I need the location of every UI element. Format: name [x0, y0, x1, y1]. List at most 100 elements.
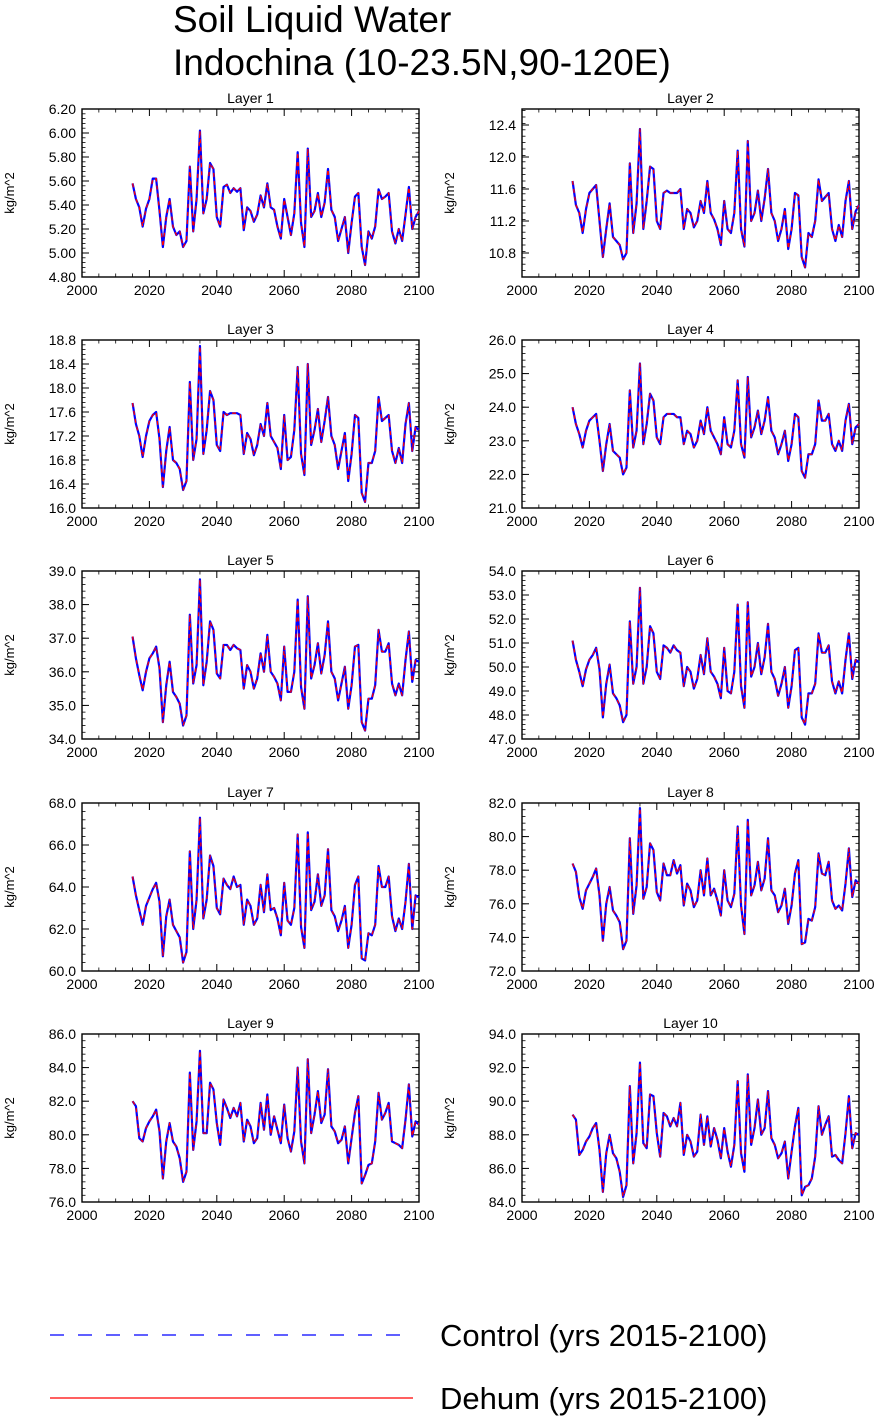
- y-tick-label: 21.0: [489, 500, 516, 516]
- y-tick-label: 5.40: [49, 197, 76, 213]
- y-tick-label: 54.0: [489, 563, 516, 579]
- plot-frame: [81, 108, 420, 278]
- series-control-line: [131, 1049, 420, 1185]
- panel-layer-2: Layer 2 kg/m^2 2000 2020 2040 2060 2080 2100 10.…: [442, 90, 875, 298]
- x-tick-label: 2060: [269, 976, 300, 992]
- y-tick-label: 11.6: [490, 181, 516, 197]
- x-tick-label: 2080: [336, 513, 367, 529]
- plot-frame: [521, 339, 860, 509]
- x-tick-label: 2020: [134, 513, 165, 529]
- y-tick-label: 48.0: [489, 707, 516, 723]
- x-tick-label: 2060: [269, 513, 300, 529]
- x-tick-label: 2000: [66, 513, 97, 529]
- x-tick-label: 2040: [641, 1207, 672, 1223]
- x-tick-label: 2060: [709, 1207, 740, 1223]
- plot-frame: [521, 1033, 860, 1203]
- panel-title: Layer 6: [667, 552, 714, 568]
- series-control-line: [571, 127, 860, 269]
- x-tick-label: 2100: [403, 976, 434, 992]
- x-tick-label: 2060: [709, 744, 740, 760]
- panel-title: Layer 5: [227, 552, 274, 568]
- x-tick-label: 2060: [709, 513, 740, 529]
- y-tick-label: 80.0: [489, 829, 516, 845]
- y-tick-label: 36.0: [49, 664, 76, 680]
- legend: Control (yrs 2015-2100) Dehum (yrs 2015-…: [50, 1318, 767, 1416]
- panel-layer-8: Layer 8 kg/m^2 2000 2020 2040 2060 2080 2100 72.…: [442, 784, 875, 992]
- panel-title: Layer 9: [227, 1015, 274, 1031]
- y-tick-label: 52.0: [489, 611, 516, 627]
- y-tick-label: 51.0: [489, 635, 516, 651]
- x-tick-label: 2100: [843, 282, 874, 298]
- series-control-line: [131, 129, 420, 267]
- x-tick-label: 2080: [336, 976, 367, 992]
- plot-frame: [521, 108, 860, 278]
- panel-title: Layer 7: [227, 784, 274, 800]
- y-tick-label: 78.0: [49, 1160, 76, 1176]
- y-tick-label: 86.0: [49, 1026, 76, 1042]
- legend-dehum-label: Dehum (yrs 2015-2100): [440, 1381, 767, 1416]
- plot-frame: [521, 802, 860, 972]
- series-dehum-line: [571, 362, 860, 479]
- y-tick-label: 72.0: [489, 963, 516, 979]
- y-tick-label: 16.4: [49, 476, 76, 492]
- y-tick-label: 50.0: [489, 659, 516, 675]
- x-tick-label: 2060: [269, 282, 300, 298]
- x-tick-label: 2020: [574, 976, 605, 992]
- x-tick-label: 2100: [843, 744, 874, 760]
- x-tick-label: 2100: [403, 282, 434, 298]
- x-tick-label: 2060: [709, 282, 740, 298]
- y-tick-label: 78.0: [489, 862, 516, 878]
- y-tick-label: 38.0: [49, 597, 76, 613]
- panel-title: Layer 2: [667, 90, 714, 106]
- y-tick-label: 18.8: [49, 332, 76, 348]
- y-axis-label: kg/m^2: [2, 634, 17, 676]
- series-control-line: [571, 586, 860, 726]
- x-tick-label: 2100: [843, 1207, 874, 1223]
- panel-title: Layer 8: [667, 784, 714, 800]
- series-dehum-line: [131, 129, 420, 266]
- x-tick-label: 2080: [776, 976, 807, 992]
- plot-frame: [81, 339, 420, 509]
- y-tick-label: 74.0: [489, 929, 516, 945]
- x-tick-label: 2000: [66, 976, 97, 992]
- y-tick-label: 39.0: [49, 563, 76, 579]
- x-tick-label: 2040: [201, 976, 232, 992]
- y-tick-label: 88.0: [489, 1127, 516, 1143]
- y-tick-label: 90.0: [489, 1093, 516, 1109]
- figure-title-line1: Soil Liquid Water: [173, 0, 451, 40]
- plot-frame: [81, 570, 420, 740]
- x-tick-label: 2040: [201, 513, 232, 529]
- series-dehum-line: [132, 1050, 420, 1185]
- panel-title: Layer 3: [227, 321, 274, 337]
- x-tick-label: 2040: [201, 282, 232, 298]
- x-tick-label: 2040: [641, 744, 672, 760]
- y-tick-label: 80.0: [49, 1127, 76, 1143]
- y-tick-label: 84.0: [49, 1060, 76, 1076]
- panels: Layer 1 kg/m^2 2000 2020 2040 2060 2080 2100 4.8…: [2, 90, 875, 1223]
- y-tick-label: 10.8: [489, 245, 516, 261]
- x-tick-label: 2100: [843, 513, 874, 529]
- x-tick-label: 2000: [66, 1207, 97, 1223]
- y-tick-label: 49.0: [489, 683, 516, 699]
- x-tick-label: 2000: [506, 744, 537, 760]
- y-tick-label: 5.00: [49, 245, 76, 261]
- x-tick-label: 2020: [134, 976, 165, 992]
- x-tick-label: 2040: [201, 1207, 232, 1223]
- x-tick-label: 2020: [134, 282, 165, 298]
- y-tick-label: 47.0: [489, 731, 516, 747]
- y-tick-label: 17.2: [49, 428, 76, 444]
- legend-control-label: Control (yrs 2015-2100): [440, 1318, 767, 1353]
- y-axis-label: kg/m^2: [442, 634, 457, 676]
- x-tick-label: 2020: [134, 1207, 165, 1223]
- x-tick-label: 2060: [269, 1207, 300, 1223]
- x-tick-label: 2100: [843, 976, 874, 992]
- x-tick-label: 2020: [574, 1207, 605, 1223]
- y-tick-label: 82.0: [49, 1093, 76, 1109]
- y-tick-label: 5.60: [49, 173, 76, 189]
- y-tick-label: 24.0: [489, 399, 516, 415]
- y-tick-label: 26.0: [489, 332, 516, 348]
- x-tick-label: 2100: [403, 1207, 434, 1223]
- plot-frame: [81, 1033, 420, 1203]
- series-dehum-line: [571, 807, 860, 950]
- x-tick-label: 2100: [403, 513, 434, 529]
